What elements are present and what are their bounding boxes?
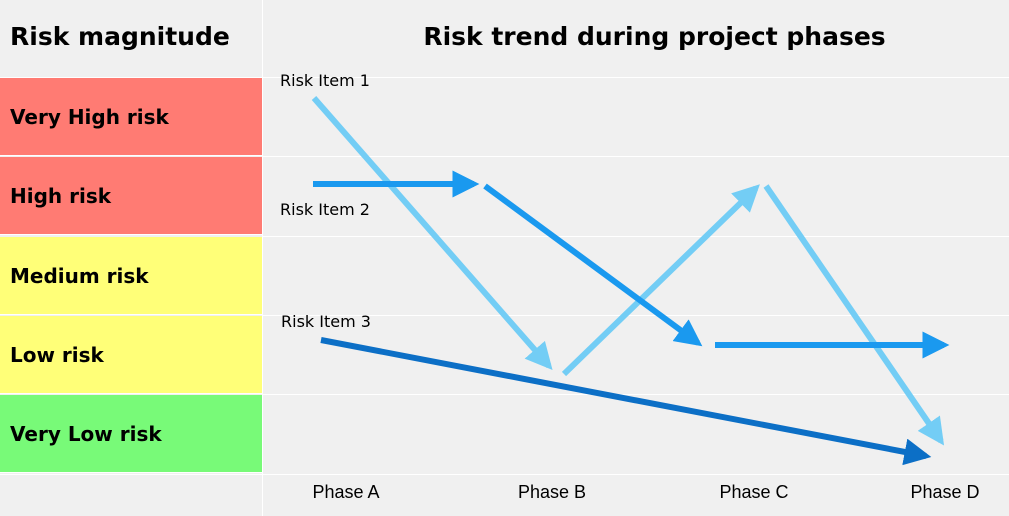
risk-magnitude-column: Risk magnitude Very High risk High risk …: [0, 0, 262, 516]
grid-lines: [0, 77, 1009, 475]
level-very-high: Very High risk: [0, 78, 262, 156]
level-high: High risk: [0, 157, 262, 235]
risk-item-1-segment-b-c: [561, 184, 760, 377]
risk-item-1-label: Risk Item 1: [280, 71, 370, 90]
risk-item-3-label: Risk Item 3: [281, 312, 371, 331]
chart-title: Risk trend during project phases: [423, 22, 886, 51]
risk-item-3-trend: [320, 337, 932, 466]
phase-d-label: Phase D: [910, 482, 979, 502]
risk-item-3-segment-a-d: [320, 337, 932, 466]
risk-item-1-segment-c-d: [763, 184, 945, 446]
phase-c-label: Phase C: [719, 482, 788, 502]
level-medium: Medium risk: [0, 237, 262, 315]
risk-item-2-trend: [313, 170, 950, 359]
risk-item-1-trend: [311, 96, 945, 446]
risk-item-2-label: Risk Item 2: [280, 200, 370, 219]
risk-magnitude-header: Risk magnitude: [10, 22, 230, 51]
phase-a-label: Phase A: [312, 482, 379, 502]
level-very-low: Very Low risk: [0, 395, 262, 473]
risk-item-2-segment-b-c: [483, 183, 703, 347]
level-low: Low risk: [0, 316, 262, 394]
phase-b-label: Phase B: [518, 482, 586, 502]
risk-item-1-segment-a-b: [311, 96, 553, 371]
